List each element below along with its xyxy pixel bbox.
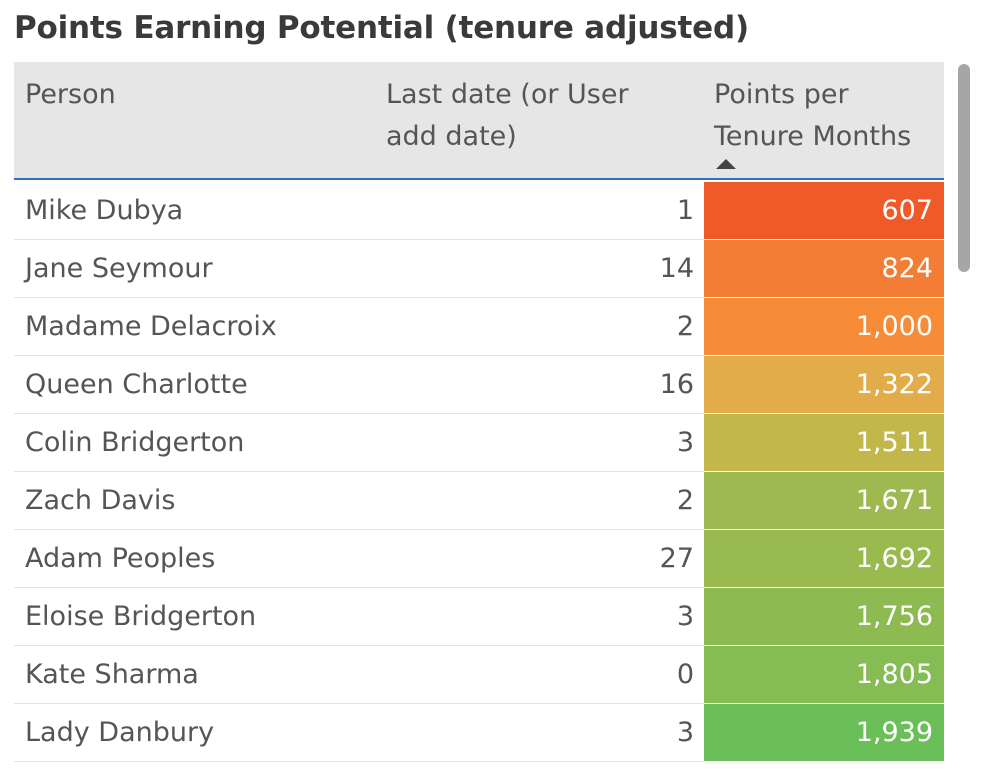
table-row[interactable]: Lady Danbury 3 1,939 [14,704,944,762]
cell-last-date: 2 [676,485,694,516]
cell-person: Zach Davis [25,485,176,516]
scrollbar-thumb[interactable] [958,64,970,272]
table-row[interactable]: Colin Bridgerton 3 1,511 [14,414,944,472]
cell-person: Eloise Bridgerton [25,601,257,632]
table-row[interactable]: Jane Seymour 14 824 [14,240,944,298]
table-row[interactable]: Queen Charlotte 16 1,322 [14,356,944,414]
cell-person: Adam Peoples [25,543,216,574]
cell-points: 1,322 [704,356,944,413]
cell-points: 1,692 [704,530,944,587]
row-divider [14,297,704,298]
row-divider [14,761,704,762]
cell-points: 1,756 [704,588,944,645]
cell-points: 1,000 [704,298,944,355]
row-divider [14,239,704,240]
table-row[interactable]: Kate Sharma 0 1,805 [14,646,944,704]
column-header-person[interactable]: Person [25,79,116,110]
cell-points: 1,939 [704,704,944,761]
table-row[interactable]: Eloise Bridgerton 3 1,756 [14,588,944,646]
cell-person: Colin Bridgerton [25,427,245,458]
cell-last-date: 3 [676,601,694,632]
cell-last-date: 2 [676,311,694,342]
page-title: Points Earning Potential (tenure adjuste… [14,10,749,46]
cell-points: 1,671 [704,472,944,529]
cell-points: 607 [704,182,944,239]
column-header-last-date[interactable]: Last date (or User add date) [386,79,629,152]
row-divider [14,471,704,472]
row-divider [14,413,704,414]
cell-person: Kate Sharma [25,659,199,690]
cell-points: 1,805 [704,646,944,703]
table-row[interactable]: Zach Davis 2 1,671 [14,472,944,530]
row-divider [14,587,704,588]
cell-last-date: 1 [676,195,694,226]
cell-person: Madame Delacroix [25,311,277,342]
row-divider [14,703,704,704]
cell-last-date: 3 [676,717,694,748]
sort-ascending-icon[interactable] [716,159,736,169]
cell-person: Queen Charlotte [25,369,248,400]
table-row[interactable]: Mike Dubya 1 607 [14,182,944,240]
cell-last-date: 14 [659,253,694,284]
table-row[interactable]: Adam Peoples 27 1,692 [14,530,944,588]
cell-person: Lady Danbury [25,717,215,748]
cell-last-date: 0 [676,659,694,690]
table-header: Person Last date (or User add date) Poin… [14,62,944,180]
cell-last-date: 16 [659,369,694,400]
cell-person: Mike Dubya [25,195,184,226]
cell-points: 824 [704,240,944,297]
row-divider [14,355,704,356]
row-divider [14,529,704,530]
cell-points: 1,511 [704,414,944,471]
column-header-points[interactable]: Points per Tenure Months [714,79,912,152]
cell-last-date: 27 [659,543,694,574]
cell-last-date: 3 [676,427,694,458]
cell-person: Jane Seymour [25,253,213,284]
row-divider [14,645,704,646]
data-table: Person Last date (or User add date) Poin… [14,62,944,778]
table-row[interactable]: Madame Delacroix 2 1,000 [14,298,944,356]
